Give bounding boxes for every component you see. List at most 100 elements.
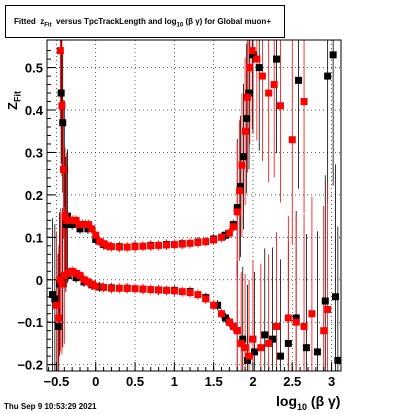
data-point: [58, 102, 66, 110]
data-point: [170, 241, 178, 249]
y-tick-label: 0.3: [25, 145, 43, 160]
x-tick-label: 2: [249, 374, 256, 389]
data-point: [236, 187, 244, 195]
x-tick-label: 2.5: [283, 374, 301, 389]
data-point: [115, 243, 123, 251]
data-point: [84, 278, 92, 286]
data-point: [288, 136, 296, 144]
data-point: [123, 284, 131, 292]
data-point: [76, 272, 84, 280]
data-point: [240, 153, 248, 161]
data-point: [92, 282, 100, 290]
x-axis-label-main: log: [276, 393, 297, 409]
data-point: [139, 285, 147, 293]
data-point: [92, 235, 100, 243]
data-point: [276, 352, 284, 360]
data-point: [229, 322, 237, 330]
x-axis-label-sub: 10: [297, 401, 308, 412]
data-point: [100, 240, 108, 248]
data-point: [233, 327, 241, 335]
data-point: [246, 64, 254, 72]
data-point: [214, 301, 222, 309]
data-point: [186, 288, 194, 296]
chart-title: Fitted zFit versus TpcTrackLength and lo…: [14, 17, 271, 29]
data-point: [88, 225, 96, 233]
data-point: [115, 284, 123, 292]
data-point: [61, 212, 69, 220]
data-point: [233, 204, 241, 212]
data-point: [229, 223, 237, 231]
plot-frame: [46, 39, 342, 372]
data-point: [131, 285, 139, 293]
data-point: [72, 216, 80, 224]
data-point: [273, 55, 281, 63]
data-point: [295, 76, 303, 84]
data-point: [107, 243, 115, 251]
data-point: [255, 64, 263, 72]
data-point: [100, 283, 108, 291]
x-tick-label: 3: [328, 374, 335, 389]
y-axis-label-main: Z: [5, 102, 20, 110]
data-point: [202, 295, 210, 303]
data-point: [253, 55, 261, 63]
data-point: [243, 115, 251, 123]
title-z-sub: Fit: [44, 22, 52, 29]
x-tick-label: 1: [171, 374, 178, 389]
y-tick-label: 0.2: [25, 188, 43, 203]
data-point: [241, 344, 249, 352]
data-point: [245, 89, 253, 97]
data-point: [334, 356, 342, 364]
data-point: [155, 241, 163, 249]
data-point: [243, 93, 251, 101]
data-point: [147, 286, 155, 294]
x-axis-label-suffix: (β γ): [310, 393, 341, 409]
data-point: [104, 242, 112, 250]
y-tick-label: 0.5: [25, 61, 43, 76]
data-point: [300, 322, 308, 330]
data-point: [257, 344, 265, 352]
data-point: [329, 51, 337, 59]
data-point: [284, 314, 292, 322]
data-point: [51, 295, 59, 303]
data-point: [60, 272, 68, 280]
data-point: [178, 240, 186, 248]
data-point: [284, 339, 292, 347]
title-log-sub: 10: [176, 22, 184, 29]
data-point: [52, 301, 60, 309]
data-point: [84, 225, 92, 233]
data-point: [210, 301, 218, 309]
data-point: [270, 81, 278, 89]
y-tick-label: 0.4: [25, 103, 44, 118]
data-point: [302, 344, 310, 352]
x-tick-label: 0: [92, 374, 99, 389]
data-point: [237, 339, 245, 347]
data-point: [210, 236, 218, 244]
title-box: Fitted zFit versus TpcTrackLength and lo…: [5, 5, 285, 38]
title-mid: versus TpcTrackLength and log: [56, 17, 177, 26]
data-point: [324, 72, 332, 80]
data-point: [131, 243, 139, 251]
data-point: [221, 231, 229, 239]
y-tick-label: 0.1: [25, 230, 43, 245]
data-point: [178, 288, 186, 296]
data-point: [139, 242, 147, 250]
data-point: [321, 297, 329, 305]
data-point: [313, 348, 321, 356]
y-tick-label: −0.2: [17, 358, 43, 373]
y-tick-label: −0.1: [17, 315, 43, 330]
data-point: [56, 276, 64, 284]
data-point: [155, 286, 163, 294]
data-point: [96, 238, 104, 246]
data-point: [123, 243, 131, 251]
y-axis-label: ZFit: [5, 76, 23, 116]
axis-ticks: [47, 50, 333, 371]
y-tick-label: 0: [36, 273, 43, 288]
data-point: [62, 221, 70, 229]
data-point: [324, 305, 332, 313]
data-point: [85, 221, 93, 229]
data-point: [225, 318, 233, 326]
data-point: [236, 182, 244, 190]
data-point: [54, 322, 62, 330]
data-point: [243, 356, 251, 364]
data-point: [58, 280, 66, 288]
